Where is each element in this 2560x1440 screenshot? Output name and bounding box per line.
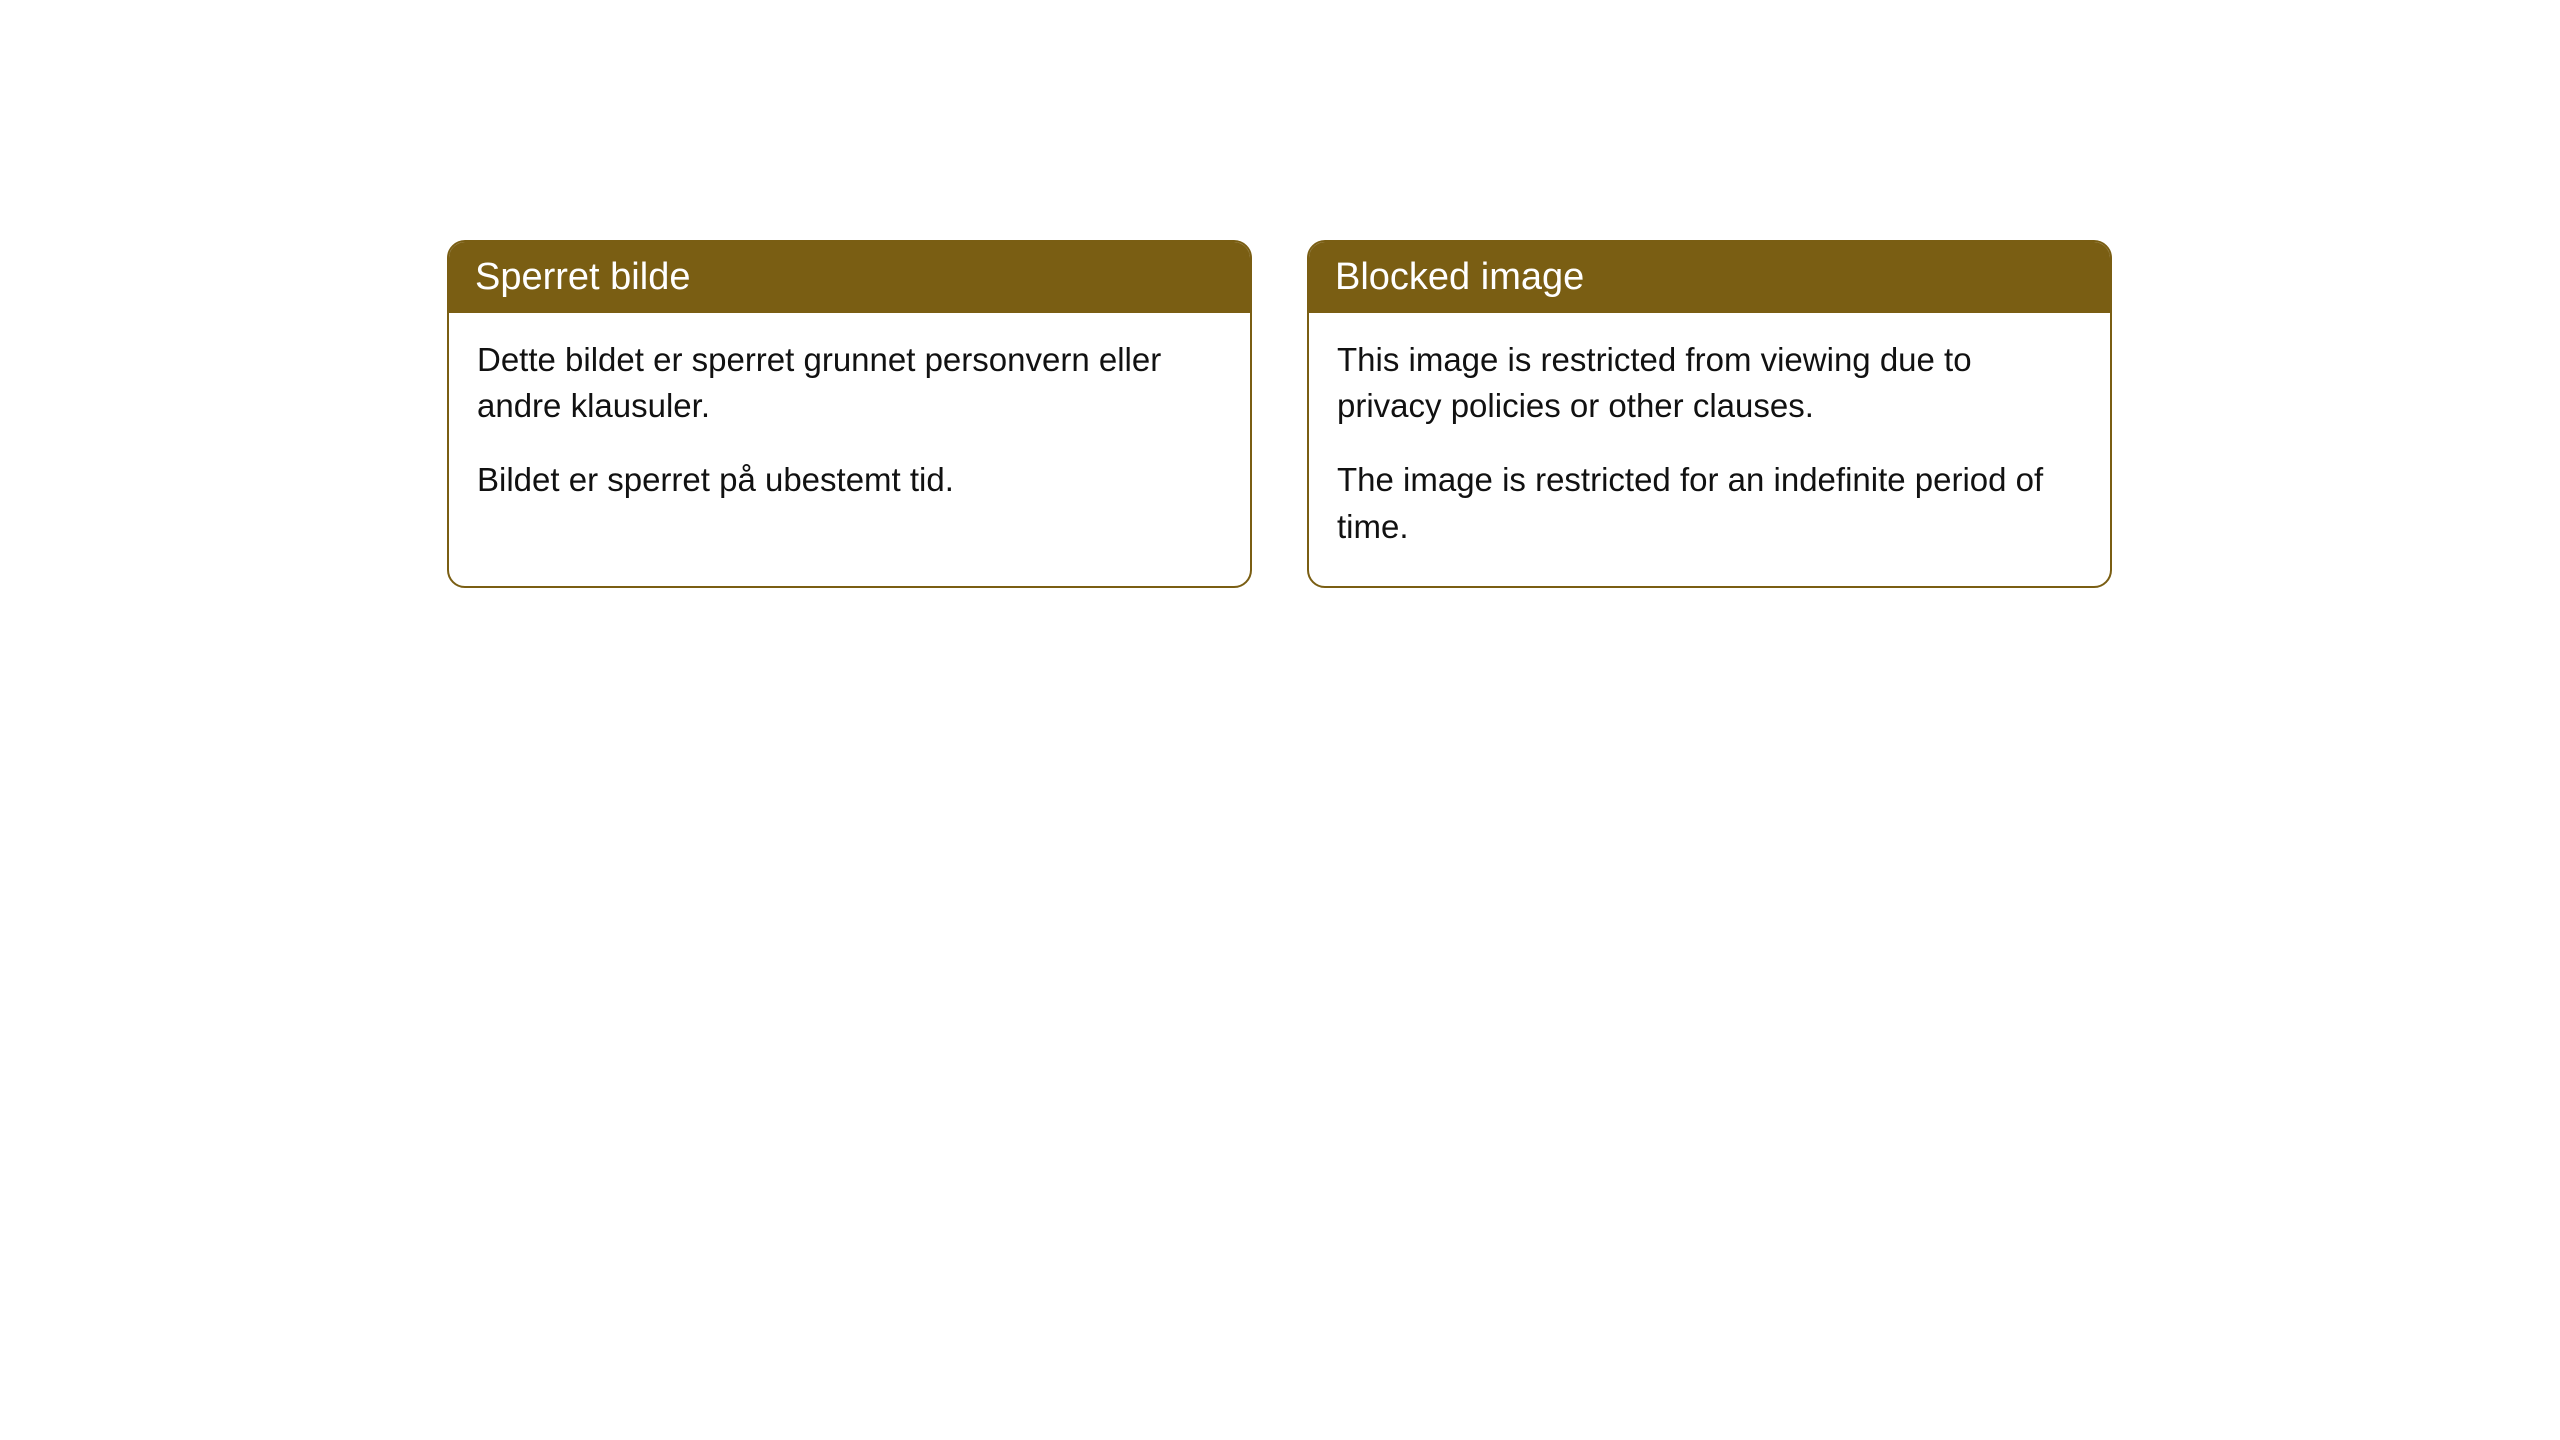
notice-title: Blocked image: [1335, 256, 1584, 298]
notice-container: Sperret bilde Dette bildet er sperret gr…: [0, 0, 2560, 588]
notice-paragraph: This image is restricted from viewing du…: [1337, 337, 2082, 429]
notice-body: Dette bildet er sperret grunnet personve…: [449, 313, 1250, 540]
notice-paragraph: Dette bildet er sperret grunnet personve…: [477, 337, 1222, 429]
notice-card-english: Blocked image This image is restricted f…: [1307, 240, 2112, 588]
notice-header: Blocked image: [1309, 242, 2110, 313]
notice-paragraph: Bildet er sperret på ubestemt tid.: [477, 457, 1222, 503]
notice-paragraph: The image is restricted for an indefinit…: [1337, 457, 2082, 549]
notice-body: This image is restricted from viewing du…: [1309, 313, 2110, 586]
notice-title: Sperret bilde: [475, 256, 690, 298]
notice-card-norwegian: Sperret bilde Dette bildet er sperret gr…: [447, 240, 1252, 588]
notice-header: Sperret bilde: [449, 242, 1250, 313]
